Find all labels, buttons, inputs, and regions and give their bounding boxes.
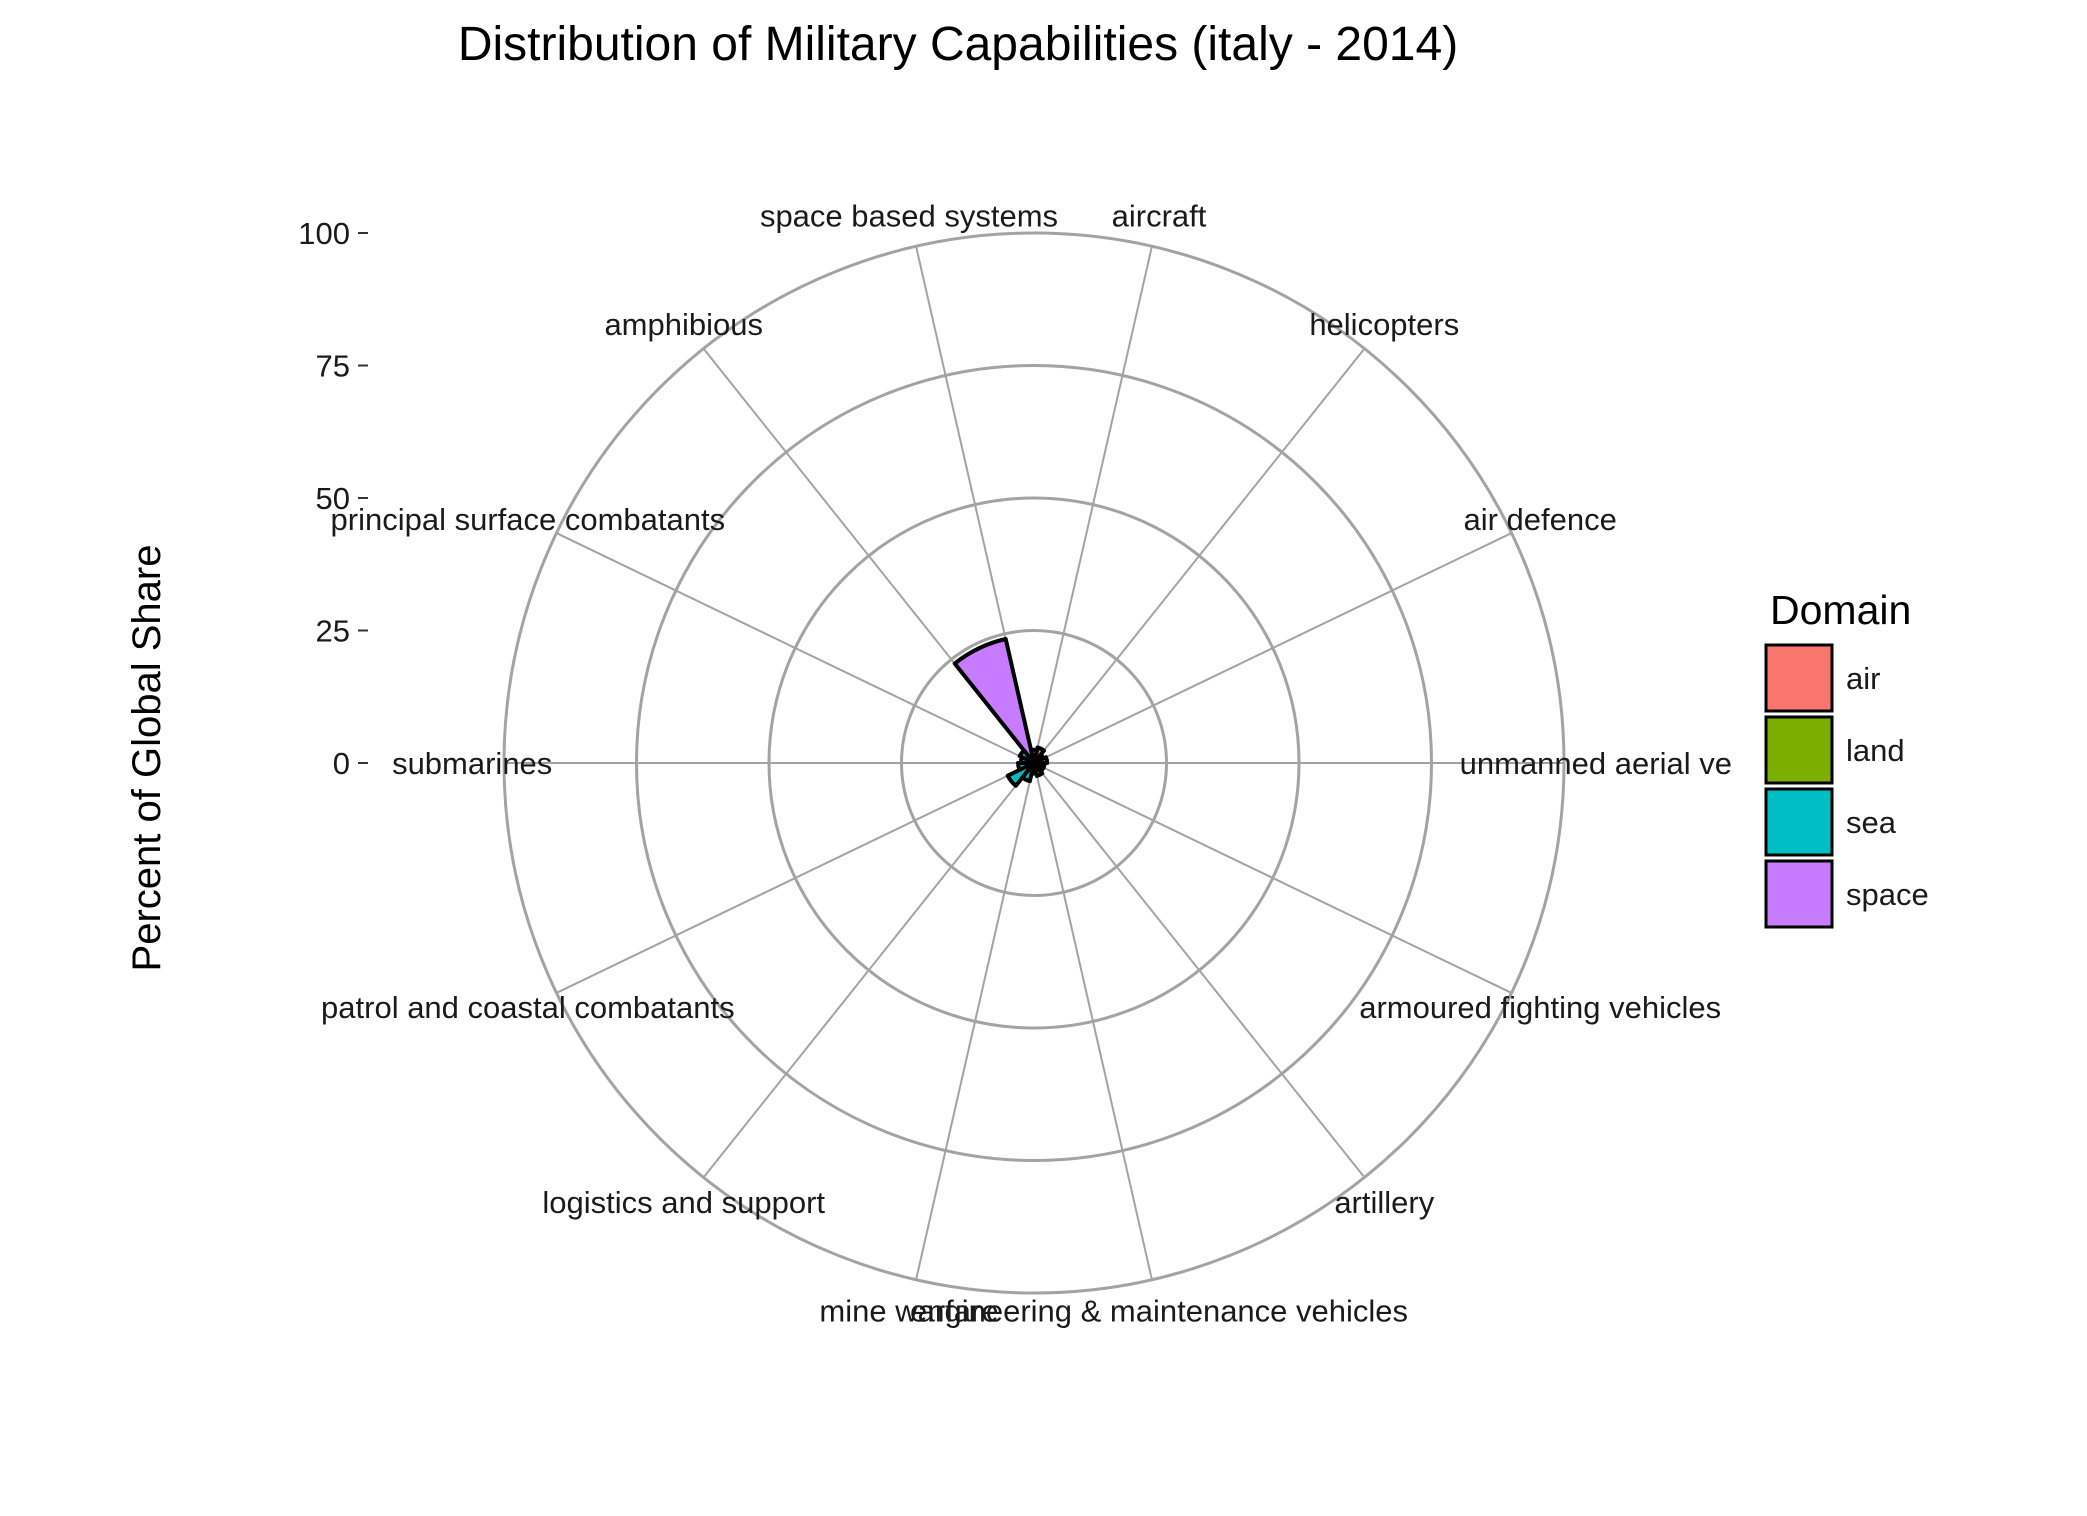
y-tick-label-75: 75	[316, 349, 350, 384]
legend-label-land: land	[1846, 733, 1905, 768]
spoke-aircraft	[1033, 246, 1153, 764]
y-tick-label-25: 25	[316, 614, 350, 649]
y-tick-label-50: 50	[316, 481, 350, 516]
category-labels: unmanned aerial ve air defence helicopters…	[321, 198, 1732, 1328]
y-tick-label-0: 0	[333, 746, 350, 781]
category-label-aircraft: aircraft	[1112, 198, 1207, 233]
legend-swatch-sea	[1764, 787, 1834, 857]
bar-series	[952, 636, 1050, 788]
category-label-space-based-systems: space based systems	[760, 198, 1058, 233]
spoke-mine-warfare	[915, 762, 1035, 1280]
legend: Domain air land sea space	[1764, 587, 1929, 929]
legend-swatch-air	[1764, 643, 1834, 713]
category-label-patrol-and-coastal-combatants: patrol and coastal combatants	[321, 990, 735, 1025]
category-label-armoured-fighting-vehicles: armoured fighting vehicles	[1359, 990, 1721, 1025]
legend-label-air: air	[1846, 661, 1880, 696]
spoke-principal-surface-combatants	[556, 532, 1035, 764]
legend-swatch-space	[1764, 859, 1834, 929]
bar-armoured-fighting-vehicles	[1032, 761, 1047, 770]
spoke-helicopters	[1033, 348, 1366, 764]
legend-title: Domain	[1770, 587, 1911, 633]
category-label-engineering-maintenance-vehicles: engineering & maintenance vehicles	[910, 1294, 1408, 1329]
spoke-logistics-and-support	[702, 762, 1035, 1178]
category-label-mine-warfare: mine warfare	[819, 1294, 998, 1329]
category-label-unmanned-aerial-ve: unmanned aerial ve	[1460, 746, 1732, 781]
spoke-armoured-fighting-vehicles	[1033, 762, 1512, 994]
chart-title: Distribution of Military Capabilities (i…	[458, 18, 1458, 71]
category-label-amphibious: amphibious	[604, 307, 763, 342]
bar-space-based-systems	[952, 636, 1036, 765]
legend-label-space: space	[1846, 877, 1929, 912]
y-axis: 0 25 50 75 100	[298, 216, 368, 781]
category-label-logistics-and-support: logistics and support	[542, 1185, 825, 1220]
y-axis-title: Percent of Global Share	[125, 545, 169, 972]
legend-label-sea: sea	[1846, 805, 1897, 840]
spoke-artillery	[1033, 762, 1366, 1178]
spoke-engineering-maintenance-vehicles	[1033, 762, 1153, 1280]
category-label-helicopters: helicopters	[1309, 307, 1459, 342]
category-label-air-defence: air defence	[1463, 502, 1616, 537]
category-label-principal-surface-combatants: principal surface combatants	[331, 502, 726, 537]
y-tick-label-100: 100	[298, 216, 350, 251]
category-label-artillery: artillery	[1334, 1185, 1434, 1220]
legend-swatch-land	[1764, 715, 1834, 785]
category-label-submarines: submarines	[392, 746, 552, 781]
spoke-air-defence	[1033, 532, 1512, 764]
spoke-patrol-and-coastal-combatants	[556, 762, 1035, 994]
